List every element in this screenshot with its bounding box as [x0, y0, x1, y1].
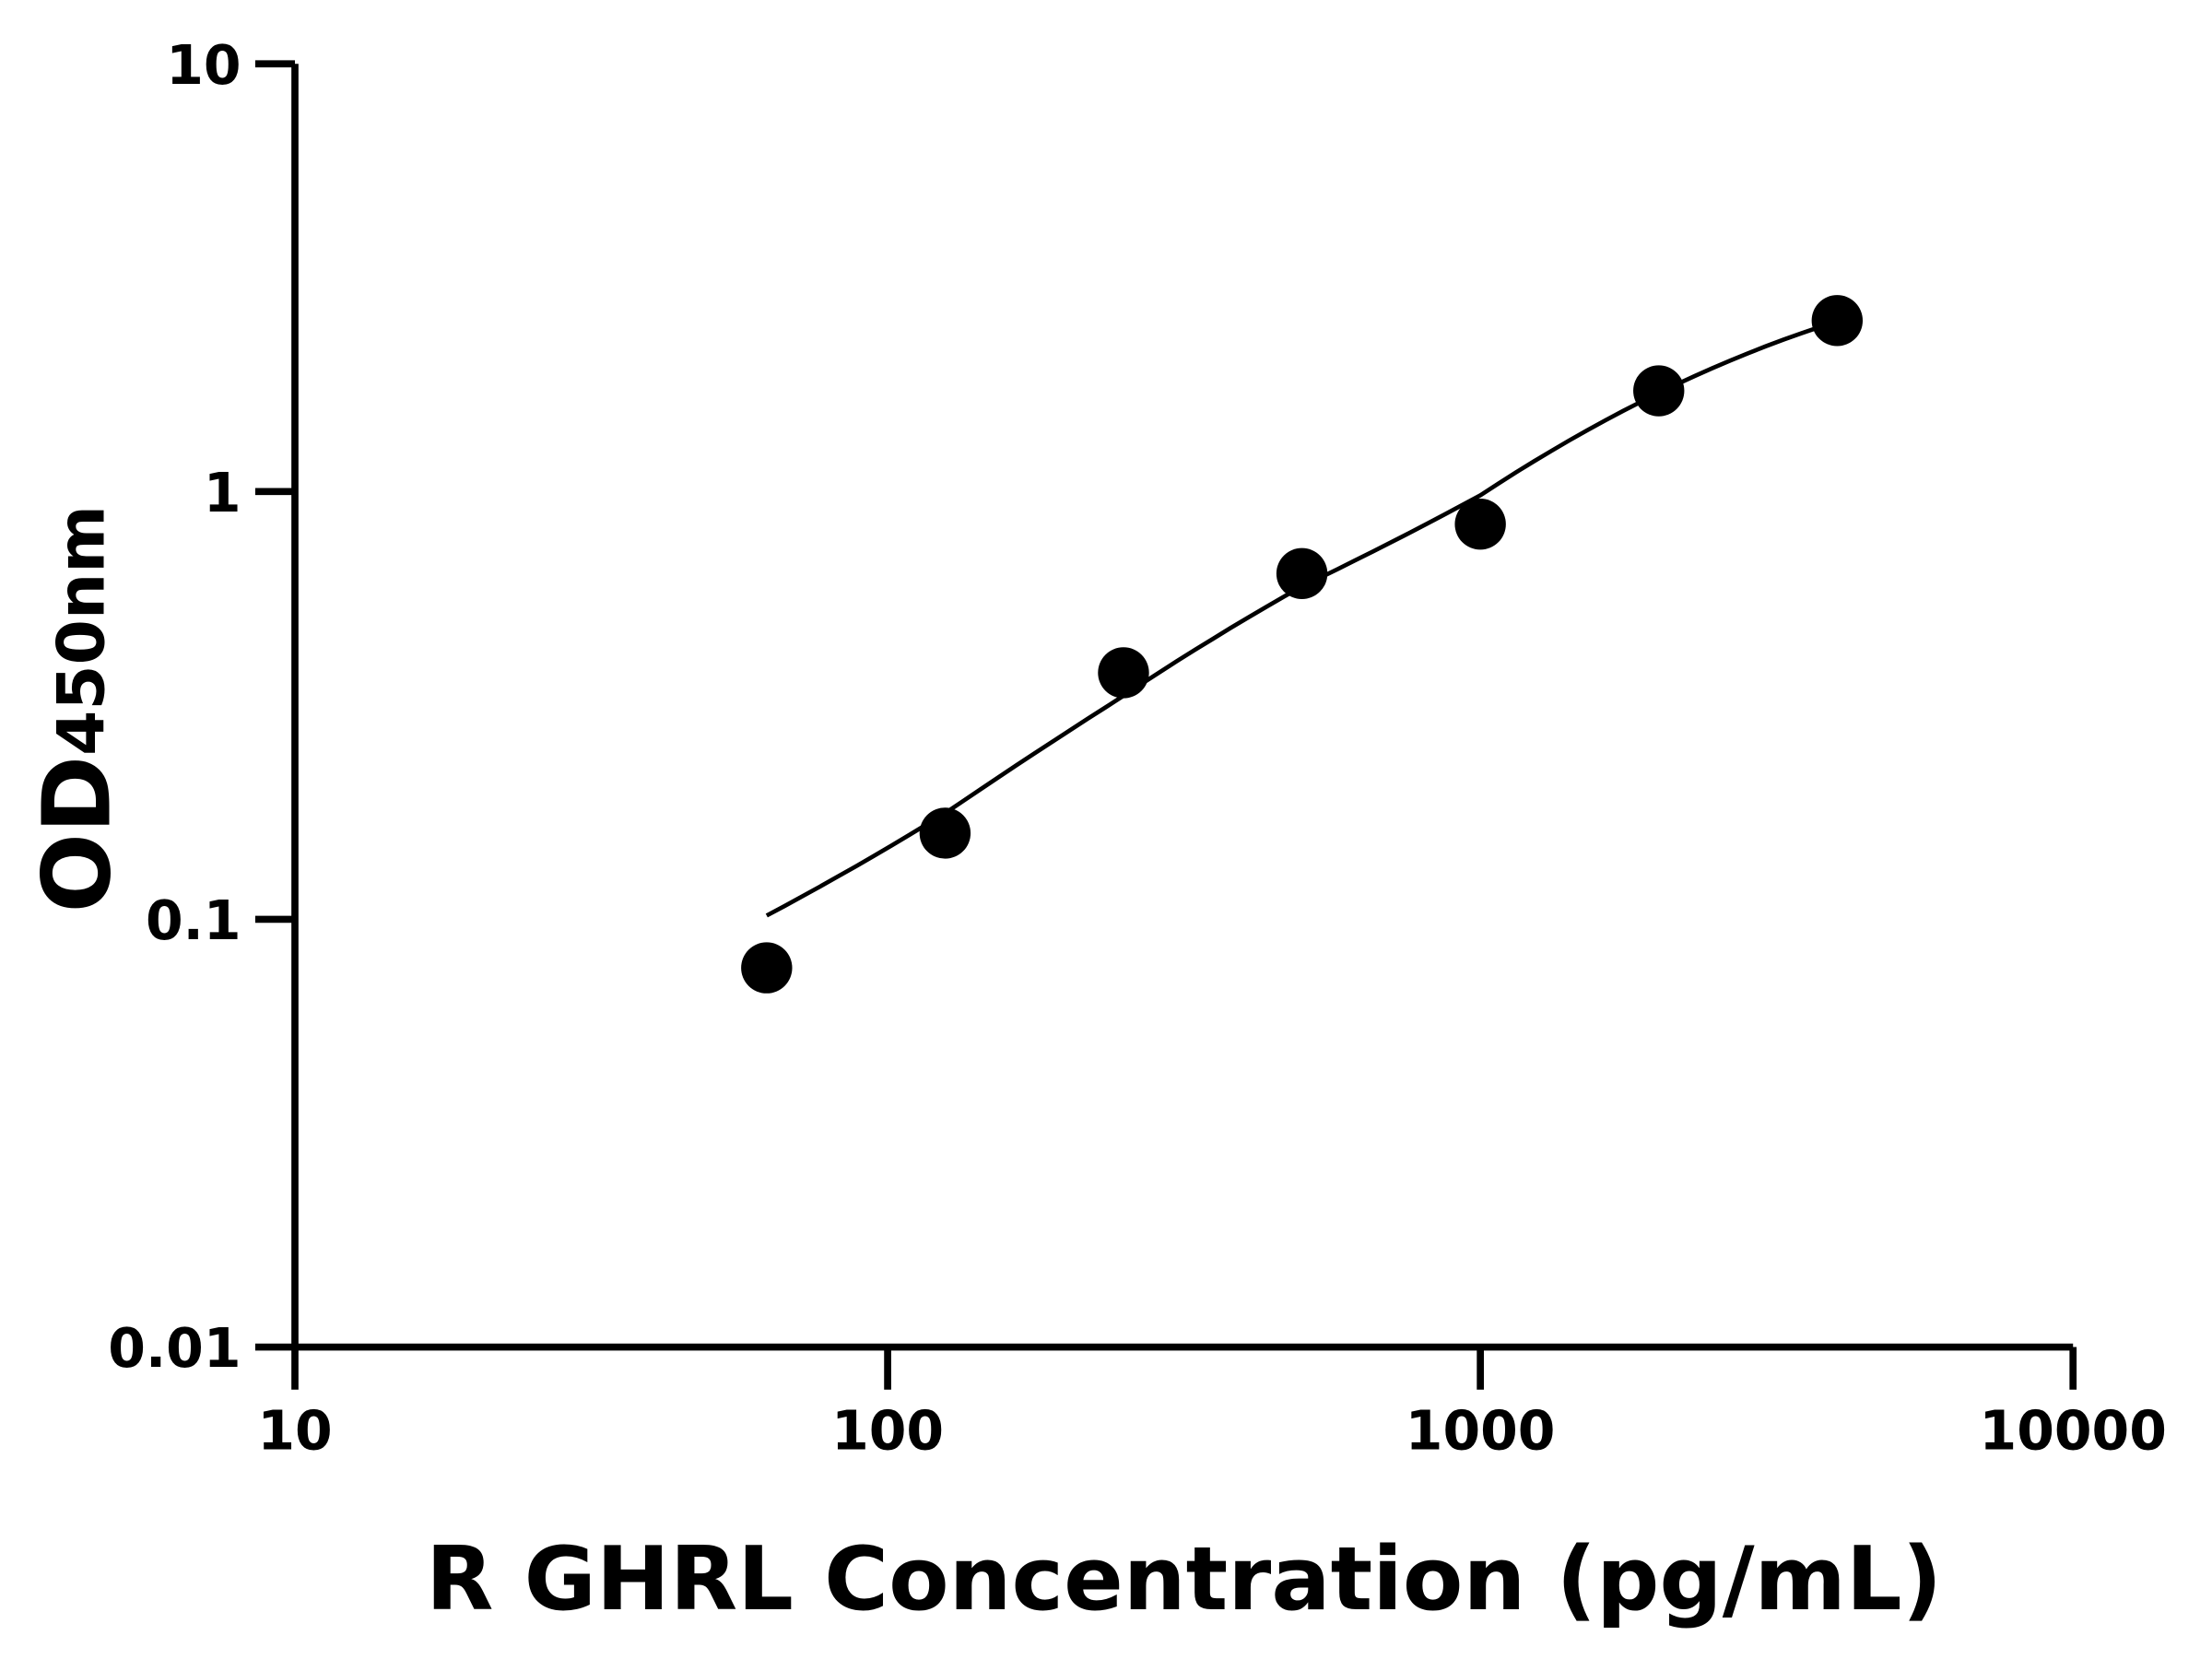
tick-labels: 10 100 1000 10000 0.01 0.1 1 10: [108, 34, 2167, 1463]
data-point: [1454, 499, 1506, 550]
data-point: [1633, 365, 1685, 417]
data-point: [1276, 547, 1328, 600]
y-tick-label: 0.01: [108, 1317, 241, 1380]
data-point: [1098, 647, 1149, 699]
x-tick-label: 1000: [1406, 1399, 1556, 1462]
y-tick-label: 1: [204, 462, 241, 524]
x-axis-label: R GHRL Concentration (pg/mL): [426, 1528, 1942, 1630]
data-point: [741, 942, 793, 994]
data-point: [1811, 295, 1864, 347]
y-axis-label-main: OD: [22, 756, 131, 913]
x-tick-label: 10000: [1980, 1399, 2167, 1462]
data-point: [919, 807, 971, 859]
data-points: [741, 295, 1864, 994]
y-axis-label-subscript: 450nm: [42, 505, 119, 756]
y-tick-label: 10: [166, 34, 241, 97]
x-tick-label: 10: [257, 1399, 332, 1462]
x-tick-label: 100: [831, 1399, 944, 1462]
axes: [254, 60, 2077, 1390]
y-tick-label: 0.1: [146, 889, 241, 952]
y-axis-label: OD450nm: [22, 505, 131, 912]
